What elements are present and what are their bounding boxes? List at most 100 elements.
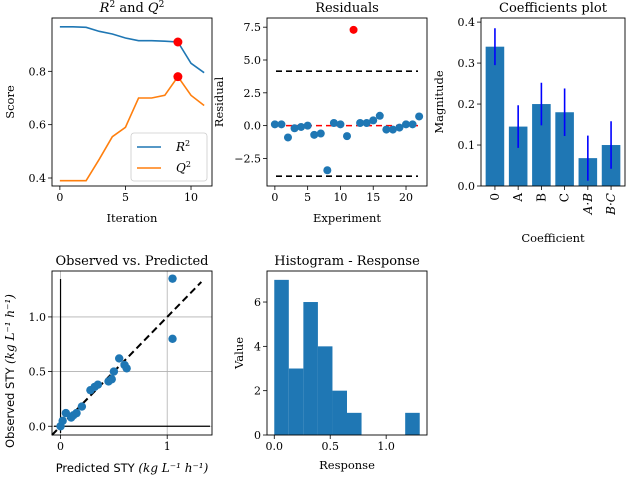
title-part: Q — [148, 1, 159, 16]
x-tick-label: 0 — [271, 191, 278, 204]
legend-sup: 2 — [185, 139, 190, 148]
histogram-bar — [332, 390, 347, 435]
y-tick-label: 0 — [254, 429, 261, 442]
histogram-bar — [405, 412, 420, 435]
observation-point — [122, 364, 131, 373]
histogram-bar — [288, 368, 304, 435]
chart-title: Observed vs. Predicted — [56, 254, 209, 269]
axes-frame — [51, 17, 213, 187]
chart-coefficients: 0.0 0.1 0.2 0.3 0.4 0 A B C A·B B·C Coefficients pl… — [432, 1, 626, 245]
title-part: 2 — [159, 0, 165, 10]
x-axis-label: Coefficient — [521, 231, 585, 245]
chart-title: Residuals — [315, 1, 379, 16]
y-tick-label: 7.5 — [244, 21, 262, 34]
observation-point — [77, 402, 87, 411]
title-part: 2 — [109, 0, 115, 10]
y-tick-label: 0.0 — [244, 120, 262, 133]
residual-point — [382, 125, 391, 134]
x-tick-label: 0.0 — [266, 440, 284, 453]
residual-point — [343, 132, 351, 141]
x-axis-label: Predicted STY (kg L⁻¹ h⁻¹) — [56, 461, 209, 475]
category-label: B — [534, 193, 548, 202]
residual-point — [402, 120, 411, 129]
category-label: A — [511, 193, 525, 203]
legend-label: Q2 — [176, 160, 191, 175]
y-tick-label: 0.4 — [458, 16, 476, 29]
series-line-0 — [59, 25, 205, 74]
x-tick-label: 15 — [366, 191, 380, 204]
chart-residuals: 0 5 10 15 20 −2.5 0.0 2.5 5.0 7.5 Residuals Experim… — [212, 1, 428, 225]
observation-point — [115, 354, 124, 363]
chart-title: R2 and Q2 — [99, 0, 165, 16]
observation-point — [72, 408, 81, 418]
residual-point — [375, 111, 384, 120]
y-axis-label: Score — [3, 85, 17, 119]
highlight-point — [173, 72, 183, 82]
observation-point — [107, 375, 116, 384]
y-axis-label: Residual — [212, 77, 226, 128]
residual-point — [369, 116, 378, 125]
legend-sup: 2 — [186, 160, 191, 169]
title-part: and — [115, 1, 148, 16]
legend-label: R2 — [175, 139, 190, 154]
y-tick-label: 1.0 — [29, 311, 47, 324]
legend-name: Q — [176, 161, 186, 175]
residual-point — [270, 120, 279, 129]
y-label-unit: (kg L⁻¹ h⁻¹) — [3, 294, 17, 364]
x-tick-label: 0 — [57, 440, 64, 453]
histogram-bar — [317, 346, 333, 435]
x-tick-label: 1.0 — [377, 440, 395, 453]
residual-point — [283, 133, 292, 142]
y-tick-label: 6 — [254, 296, 261, 309]
residual-point — [329, 119, 338, 127]
y-tick-label: 0.6 — [29, 119, 47, 132]
residual-point — [408, 120, 417, 129]
x-tick-label: 10 — [333, 191, 347, 204]
x-tick-label: 5 — [304, 191, 311, 204]
y-axis-label: Value — [232, 337, 246, 370]
observation-point — [168, 274, 177, 283]
y-tick-label: 0.3 — [458, 57, 476, 70]
y-tick-label: 0.4 — [29, 172, 47, 185]
y-tick-label: 2.5 — [244, 87, 262, 100]
x-label-text: Predicted STY — [56, 461, 139, 475]
y-tick-label: 0.8 — [29, 65, 47, 78]
axes-frame — [480, 17, 626, 187]
residual-point — [415, 112, 424, 121]
axes-frame — [266, 270, 428, 436]
highlight-point — [173, 37, 183, 47]
observation-point — [109, 367, 119, 376]
x-axis-label: Response — [319, 458, 375, 472]
category-label: B·C — [604, 193, 618, 216]
x-tick-label: 0.5 — [321, 440, 339, 453]
x-tick-label: 5 — [122, 191, 129, 204]
y-tick-label: −2.5 — [234, 152, 261, 165]
residual-point — [349, 25, 358, 34]
x-tick-label: 10 — [184, 191, 198, 204]
x-label-unit: (kg L⁻¹ h⁻¹) — [138, 461, 208, 475]
residual-point — [336, 120, 345, 129]
y-tick-label: 2 — [254, 385, 261, 398]
residual-point — [316, 129, 325, 138]
residual-point — [290, 124, 299, 133]
coef-bar — [485, 46, 505, 187]
y-tick-label: 0.1 — [458, 139, 476, 152]
y-axis-label: Observed STY (kg L⁻¹ h⁻¹) — [3, 294, 17, 448]
axes-frame — [51, 270, 213, 436]
residual-point — [323, 166, 332, 175]
legend-name: R — [175, 140, 185, 154]
y-tick-label: 0.2 — [458, 98, 476, 111]
category-label: C — [558, 193, 572, 202]
category-label: 0 — [488, 193, 502, 201]
chart-observed-predicted: 0 1 0.0 0.5 1.0 Observed vs. Predicted Predict… — [3, 254, 213, 475]
y-tick-label: 0.0 — [458, 180, 476, 193]
x-axis-label: Experiment — [313, 211, 381, 225]
y-tick-label: 4 — [254, 340, 261, 353]
residual-point — [297, 122, 306, 131]
coef-bar — [555, 112, 574, 186]
title-part: R — [99, 1, 110, 16]
coef-bar — [532, 104, 551, 186]
histogram-bar — [274, 279, 289, 435]
